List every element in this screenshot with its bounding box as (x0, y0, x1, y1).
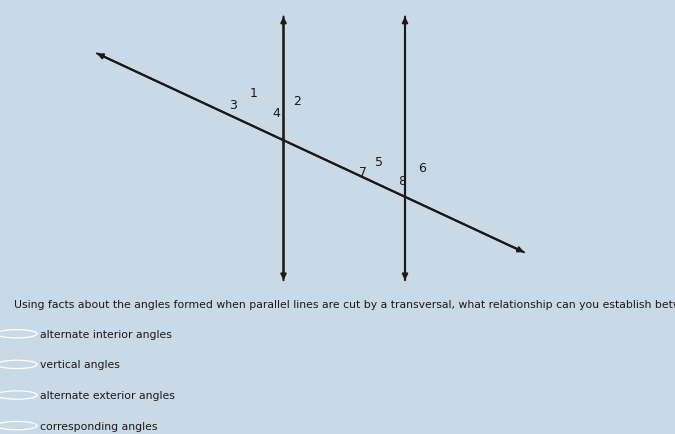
Text: corresponding angles: corresponding angles (40, 421, 158, 431)
Text: 3: 3 (229, 98, 237, 111)
Text: 4: 4 (273, 107, 281, 120)
Text: 5: 5 (375, 155, 383, 168)
Text: 2: 2 (293, 95, 301, 108)
Text: Using facts about the angles formed when parallel lines are cut by a transversal: Using facts about the angles formed when… (14, 299, 675, 309)
Text: 8: 8 (398, 174, 406, 187)
Text: M: M (273, 0, 294, 3)
Text: 7: 7 (359, 165, 367, 178)
Text: 6: 6 (418, 161, 427, 174)
Text: vertical angles: vertical angles (40, 360, 120, 369)
Text: alternate exterior angles: alternate exterior angles (40, 390, 176, 400)
Text: 1: 1 (249, 86, 257, 99)
Text: N: N (397, 0, 413, 3)
Text: alternate interior angles: alternate interior angles (40, 329, 172, 339)
